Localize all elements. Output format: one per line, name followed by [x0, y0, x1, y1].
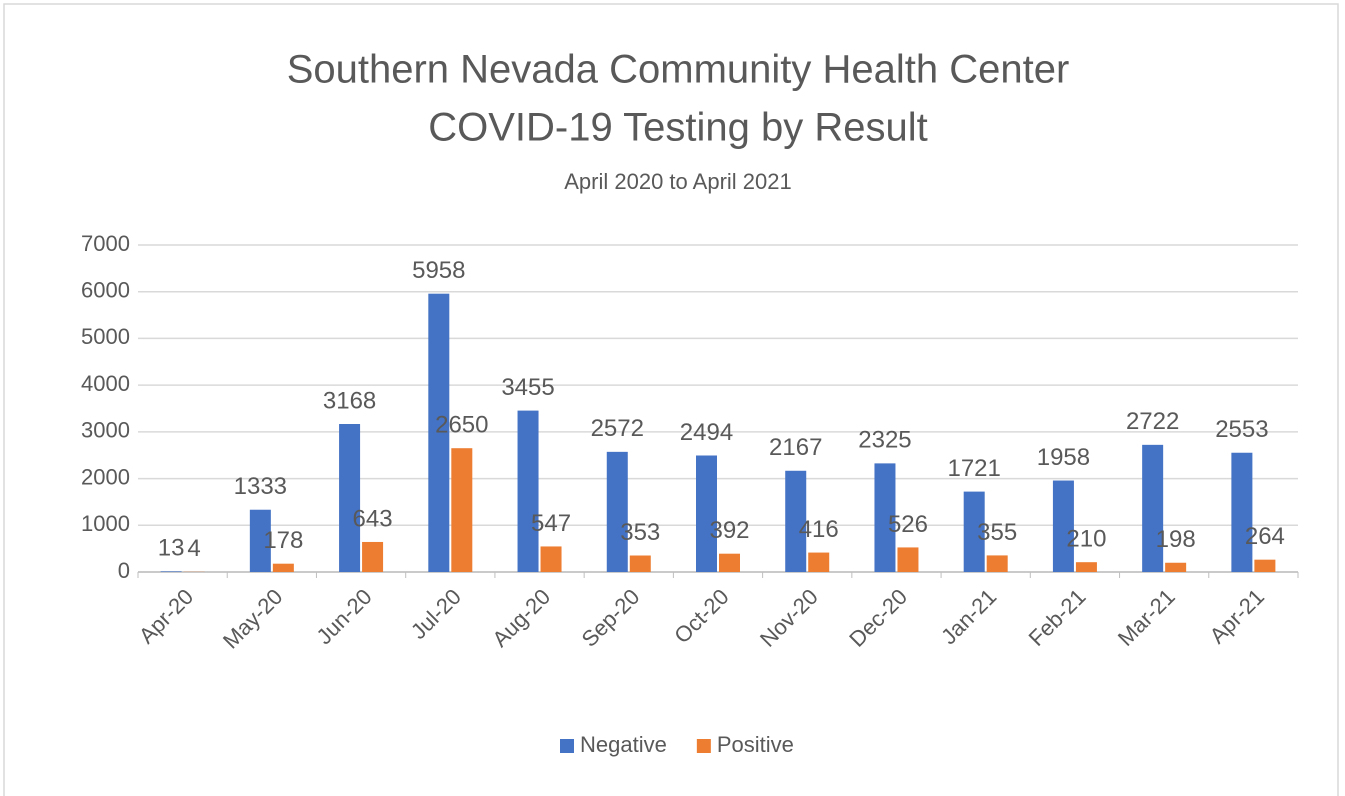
- legend-label: Negative: [580, 732, 667, 757]
- chart-title: Southern Nevada Community Health Center: [287, 48, 1070, 92]
- data-label: 210: [1066, 526, 1106, 553]
- legend-swatch: [560, 739, 574, 753]
- bar: [1075, 562, 1097, 572]
- bar: [517, 410, 539, 572]
- data-label: 13: [158, 535, 185, 562]
- data-label: 2572: [591, 415, 644, 442]
- data-label: 392: [709, 517, 749, 544]
- bar: [1052, 480, 1074, 572]
- data-label: 1721: [947, 455, 1000, 482]
- bar: [160, 571, 182, 572]
- bar: [963, 491, 985, 572]
- bar: [808, 552, 830, 572]
- data-label: 2553: [1215, 416, 1268, 443]
- data-label: 1958: [1037, 444, 1090, 471]
- data-label: 2167: [769, 434, 822, 461]
- chart-subtitle: April 2020 to April 2021: [564, 169, 792, 194]
- y-tick-label: 2000: [81, 464, 130, 489]
- data-label: 1333: [234, 473, 287, 500]
- data-label: 353: [620, 519, 660, 546]
- data-label: 198: [1156, 526, 1196, 553]
- bar: [696, 455, 717, 572]
- bar: [606, 451, 628, 572]
- bar: [362, 541, 384, 572]
- bar: [1165, 562, 1187, 572]
- bar: [1231, 452, 1253, 572]
- data-label: 643: [353, 505, 393, 532]
- data-label: 2325: [858, 427, 911, 454]
- bar: [986, 555, 1008, 572]
- chart-border: [3, 3, 1339, 796]
- bar: [272, 563, 294, 572]
- y-tick-label: 4000: [81, 371, 130, 396]
- legend-swatch: [696, 739, 711, 753]
- bar: [629, 555, 651, 572]
- y-tick-label: 1000: [81, 511, 130, 536]
- data-label: 416: [799, 516, 839, 543]
- bar: [1142, 444, 1164, 572]
- y-tick-label: 0: [118, 558, 130, 583]
- bar: [428, 293, 450, 572]
- data-label: 2494: [680, 419, 733, 446]
- data-label: 264: [1245, 523, 1285, 550]
- bar: [719, 553, 740, 572]
- data-label: 355: [977, 519, 1017, 546]
- bar: [249, 509, 271, 572]
- bar: [451, 448, 473, 572]
- legend-label: Positive: [717, 732, 794, 757]
- bar: [785, 470, 807, 572]
- data-label: 178: [263, 527, 303, 554]
- data-label: 547: [531, 510, 571, 537]
- bar: [1254, 559, 1276, 572]
- data-label: 4: [187, 535, 200, 562]
- bar: [874, 463, 896, 572]
- bar: [897, 547, 919, 572]
- y-tick-label: 7000: [81, 231, 130, 256]
- chart-title: COVID-19 Testing by Result: [428, 106, 927, 150]
- bar: [339, 424, 361, 572]
- data-label: 2722: [1126, 408, 1179, 435]
- data-label: 5958: [412, 257, 465, 284]
- y-tick-label: 3000: [81, 418, 130, 443]
- data-label: 2650: [435, 412, 488, 439]
- y-tick-label: 5000: [81, 324, 130, 349]
- bar: [540, 546, 562, 572]
- data-label: 3455: [501, 374, 554, 401]
- y-tick-label: 6000: [81, 278, 130, 303]
- data-label: 526: [888, 511, 928, 538]
- data-label: 3168: [323, 387, 376, 414]
